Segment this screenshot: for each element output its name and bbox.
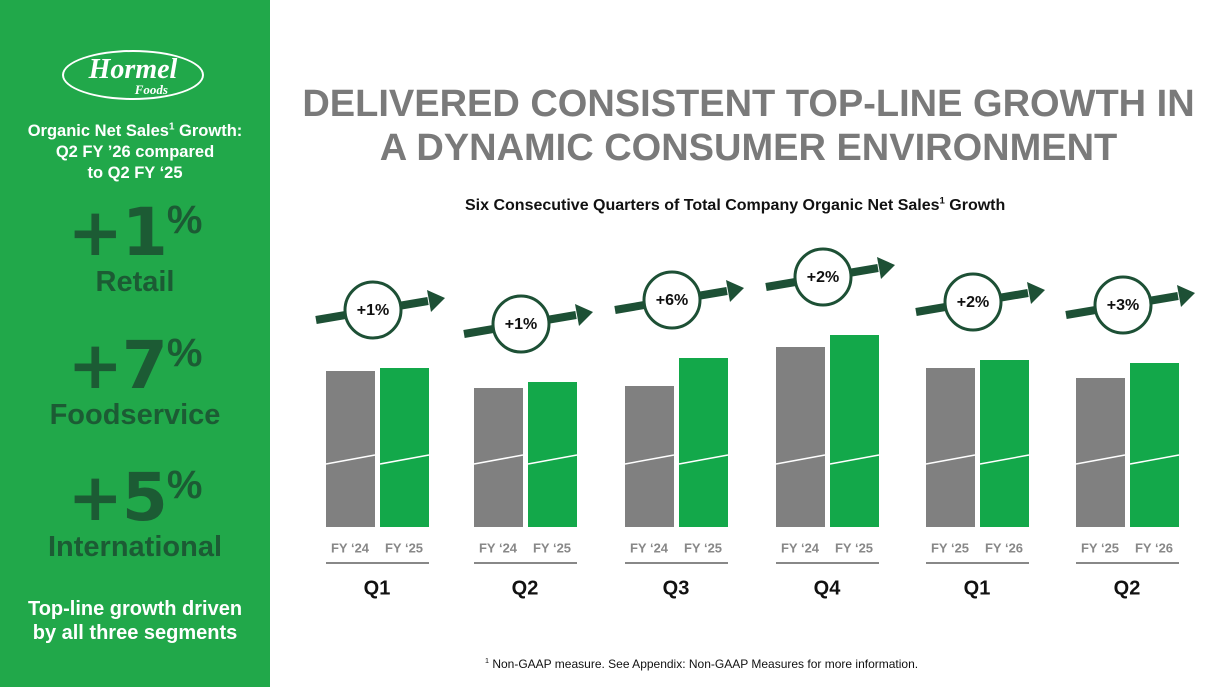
arrow-head (877, 257, 895, 279)
growth-label: +2% (957, 294, 989, 311)
bar (380, 368, 429, 527)
segment-stat: +5% International (0, 463, 270, 564)
growth-label: +1% (357, 302, 389, 319)
text: Growth (944, 197, 1006, 214)
growth-badge (793, 247, 853, 307)
text: DELIVERED CONSISTENT TOP-LINE GROWTH IN (302, 83, 1195, 125)
bar (528, 382, 577, 527)
logo: Hormel Foods (62, 50, 204, 100)
stat-value: +5 (67, 459, 168, 536)
slide-title: DELIVERED CONSISTENT TOP-LINE GROWTH IN A… (270, 82, 1227, 170)
chart: FY ‘24 FY ‘25 Q1 +1% FY ‘24 FY ‘25 Q2 +1% FY ‘24… (315, 247, 1195, 599)
sup: 1 (485, 656, 489, 665)
text: A DYNAMIC CONSUMER ENVIRONMENT (379, 127, 1118, 169)
logo-sub: Foods (134, 82, 168, 97)
growth-label: +2% (807, 269, 839, 286)
bar-stripe (775, 454, 826, 465)
footnote: 1 Non-GAAP measure. See Appendix: Non-GA… (485, 657, 918, 671)
stat-unit: % (166, 198, 203, 242)
category-label: Q2 (1114, 577, 1141, 599)
growth-badge (491, 294, 551, 354)
logo-text: Hormel (88, 54, 178, 85)
category-label: Q4 (814, 577, 842, 599)
stat-label: Foodservice (49, 399, 221, 431)
bar-stripe (624, 454, 675, 465)
bar-label: FY ‘25 (931, 540, 969, 555)
bar (1130, 363, 1179, 527)
bar-label: FY ‘25 (684, 540, 722, 555)
category-label: Q2 (512, 577, 539, 599)
stat-value: +7 (67, 327, 168, 404)
stat-value: +1 (67, 194, 168, 271)
category-label: Q1 (364, 577, 391, 599)
sidebar-note: Top-line growth driven by all three segme… (0, 597, 270, 645)
bar-label: FY ‘24 (331, 540, 370, 555)
stat-unit: % (166, 463, 203, 507)
growth-badge (1093, 275, 1153, 335)
bar (1076, 378, 1125, 527)
category-label: Q3 (663, 577, 690, 599)
growth-label: +3% (1107, 297, 1139, 314)
sup: 1 (939, 195, 945, 207)
arrow-head (1177, 285, 1195, 307)
bar (830, 335, 879, 527)
bar-stripe (527, 454, 578, 465)
bar-stripe (325, 454, 376, 465)
growth-badge (943, 272, 1003, 332)
category-label: Q1 (964, 577, 991, 599)
bar (980, 360, 1029, 527)
bar-stripe (473, 454, 524, 465)
chart-title: Six Consecutive Quarters of Total Compan… (270, 195, 1227, 215)
growth-badge (642, 270, 702, 330)
text: Organic Net Sales (27, 122, 169, 140)
bar-stripe (379, 454, 430, 465)
bar-stripe (678, 454, 729, 465)
bar-label: FY ‘26 (985, 540, 1023, 555)
bar (776, 347, 825, 527)
segment-stat: +7% Foodservice (0, 331, 270, 432)
arrow-head (726, 280, 744, 302)
text: to Q2 FY ‘25 (87, 164, 183, 182)
sidebar: Hormel Foods Organic Net Sales1 Growth: Q2… (0, 0, 270, 687)
bar-label: FY ‘25 (835, 540, 873, 555)
bar-label: FY ‘25 (385, 540, 423, 555)
bar-label: FY ‘24 (781, 540, 820, 555)
segment-stat: +1% Retail (0, 198, 270, 299)
sup: 1 (168, 121, 175, 133)
bar-stripe (979, 454, 1030, 465)
stat-label: Retail (95, 266, 175, 298)
bar-stripe (1129, 454, 1180, 465)
bar (474, 388, 523, 527)
text: Non-GAAP measure. See Appendix: Non-GAAP… (489, 657, 919, 671)
stat-unit: % (166, 331, 203, 375)
arrow-head (575, 304, 593, 326)
text: Top-line growth driven (27, 598, 243, 620)
text: Growth: (174, 122, 243, 140)
growth-label: +6% (656, 292, 688, 309)
arrow-head (427, 290, 445, 312)
bar-label: FY ‘24 (479, 540, 518, 555)
bar-stripe (1075, 454, 1126, 465)
bar-label: FY ‘24 (630, 540, 669, 555)
bar (926, 368, 975, 527)
growth-label: +1% (505, 316, 537, 333)
text: Six Consecutive Quarters of Total Compan… (465, 197, 940, 214)
arrow-head (1027, 282, 1045, 304)
bar-label: FY ‘25 (1081, 540, 1119, 555)
text: Q2 FY ’26 compared (55, 143, 215, 161)
bar (679, 358, 728, 527)
bar-label: FY ‘25 (533, 540, 571, 555)
bar-label: FY ‘26 (1135, 540, 1173, 555)
bar-stripe (829, 454, 880, 465)
sidebar-heading: Organic Net Sales1 Growth: Q2 FY ’26 comp… (0, 121, 270, 184)
stat-label: International (47, 531, 222, 563)
text: by all three segments (32, 622, 238, 644)
bar-stripe (925, 454, 976, 465)
growth-badge (343, 280, 403, 340)
bar (326, 371, 375, 527)
